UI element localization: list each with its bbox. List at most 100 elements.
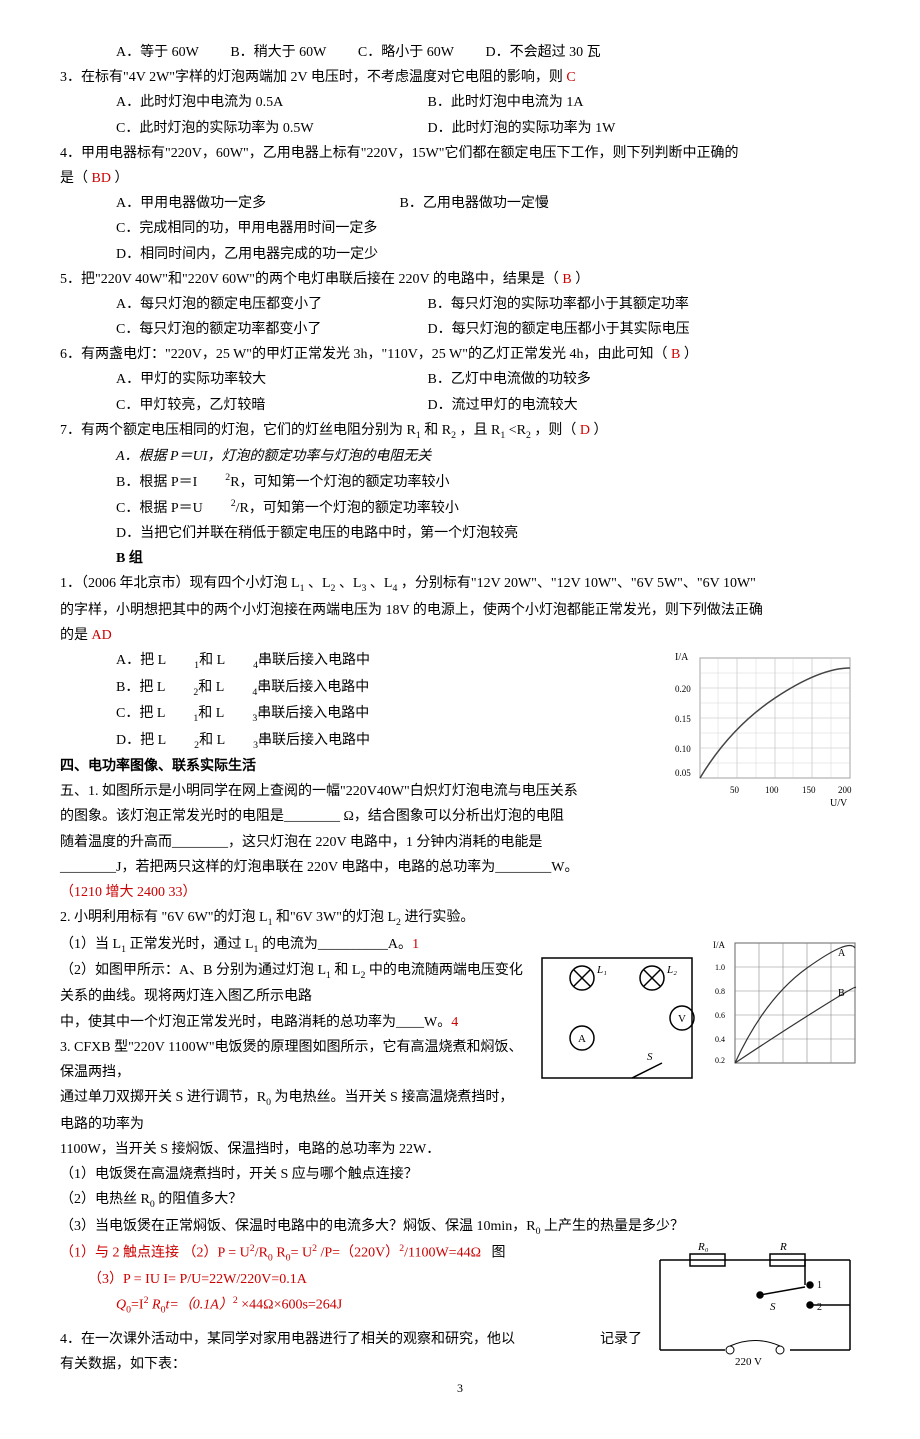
svg-text:L₂: L₂ bbox=[666, 964, 677, 976]
q53-l4: （1）电饭煲在高温烧煮挡时，开关 S 应与哪个触点连接？ bbox=[60, 1162, 860, 1187]
q6-c: C．甲灯较亮，乙灯较暗 bbox=[116, 393, 396, 418]
q7-c: C．根据 P＝U2/R，可知第一个灯泡的额定功率较小 bbox=[60, 495, 860, 521]
q53-l6: （3）当电饭煲在正常焖饭、保温时电路中的电流多大？焖饭、保温 10min，R0 … bbox=[60, 1214, 860, 1240]
svg-text:50: 50 bbox=[730, 785, 740, 795]
q5-c: C．每只灯泡的额定功率都变小了 bbox=[116, 317, 396, 342]
svg-text:1: 1 bbox=[817, 1280, 822, 1291]
opt-c: C．略小于 60W bbox=[358, 40, 454, 65]
svg-text:0.8: 0.8 bbox=[715, 987, 725, 996]
q5: 5．把"220V 40W"和"220V 60W"的两个电灯串联后接在 220V … bbox=[60, 267, 860, 292]
qb1-l2: 的字样，小明想把其中的两个小灯泡接在两端电压为 18V 的电源上，使两个小灯泡都… bbox=[60, 598, 860, 623]
q6-row1: A．甲灯的实际功率较大 B．乙灯中电流做的功较多 bbox=[60, 367, 860, 392]
svg-text:R₀: R₀ bbox=[697, 1241, 709, 1253]
q6: 6．有两盏电灯："220V，25 W"的甲灯正常发光 3h，"110V，25 W… bbox=[60, 342, 860, 367]
iv-chart: I/A 0.20 0.15 0.10 0.05 50 100 150 200 U… bbox=[670, 648, 860, 808]
svg-text:R: R bbox=[779, 1241, 787, 1253]
q5-row1: A．每只灯泡的额定电压都变小了 B．每只灯泡的实际功率都小于其额定功率 bbox=[60, 292, 860, 317]
q51-l4: ________J，若把两只这样的灯泡串联在 220V 电路中，电路的总功率为_… bbox=[60, 855, 860, 880]
q3-a: A．此时灯泡中电流为 0.5A bbox=[116, 90, 396, 115]
q4-stem-l1: 4．甲用电器标有"220V，60W"，乙用电器上标有"220V，15W"它们都在… bbox=[60, 141, 860, 166]
svg-text:0.4: 0.4 bbox=[715, 1035, 725, 1044]
q-prev-options: A．等于 60W B．稍大于 60W C．略小于 60W D．不会超过 30 瓦 bbox=[60, 40, 860, 65]
q6-b: B．乙灯中电流做的功较多 bbox=[428, 367, 591, 392]
svg-text:220 V: 220 V bbox=[735, 1356, 762, 1368]
q4-stem-l2: 是（ BD ） bbox=[60, 166, 860, 191]
svg-text:1.0: 1.0 bbox=[715, 963, 725, 972]
q3-options-row2: C．此时灯泡的实际功率为 0.5W D．此时灯泡的实际功率为 1W bbox=[60, 116, 860, 141]
svg-text:100: 100 bbox=[765, 785, 779, 795]
opt-a: A．等于 60W bbox=[116, 40, 199, 65]
svg-text:S: S bbox=[647, 1051, 653, 1063]
q6-ans: B bbox=[667, 347, 680, 362]
qb1-d: D．把 L2 和 L3 串联后接入电路中 bbox=[116, 728, 398, 754]
q3-d: D．此时灯泡的实际功率为 1W bbox=[428, 116, 616, 141]
q6-row2: C．甲灯较亮，乙灯较暗 D．流过甲灯的电流较大 bbox=[60, 393, 860, 418]
svg-text:L₁: L₁ bbox=[596, 964, 607, 976]
q3-ans: C bbox=[566, 70, 575, 85]
iv-chart-2: I/A 1.0 0.8 0.6 0.4 0.2 A B bbox=[710, 938, 860, 1078]
q7-a: A．根据 P＝UI，灯泡的额定功率与灯泡的电阻无关 bbox=[60, 444, 860, 469]
svg-text:0.10: 0.10 bbox=[675, 744, 691, 754]
q3-c: C．此时灯泡的实际功率为 0.5W bbox=[116, 116, 396, 141]
circuit-1: L₁ L₂ A V S bbox=[532, 948, 702, 1098]
opt-b: B．稍大于 60W bbox=[230, 40, 326, 65]
fig-label: 图 bbox=[491, 1246, 505, 1261]
q3-options-row1: A．此时灯泡中电流为 0.5A B．此时灯泡中电流为 1A bbox=[60, 90, 860, 115]
q4-b: B．乙用电器做功一定慢 bbox=[400, 191, 549, 216]
q51-ans: （1210 增大 2400 33） bbox=[60, 880, 860, 905]
q7: 7．有两个额定电压相同的灯泡，它们的灯丝电阻分别为 R1 和 R2 ，且 R1 … bbox=[60, 418, 860, 444]
svg-text:0.6: 0.6 bbox=[715, 1011, 725, 1020]
svg-text:I/A: I/A bbox=[713, 940, 725, 950]
qb1-ans: AD bbox=[88, 628, 112, 643]
q4-a: A．甲用电器做功一定多 bbox=[116, 191, 368, 216]
qb1-c: C．把 L1 和 L3 串联后接入电路中 bbox=[116, 701, 397, 727]
circuit-2-svg: R₀ R S 1 2 220 V bbox=[650, 1240, 860, 1370]
page-number: 3 bbox=[60, 1378, 860, 1400]
q5-a: A．每只灯泡的额定电压都变小了 bbox=[116, 292, 396, 317]
iv-chart-2-svg: I/A 1.0 0.8 0.6 0.4 0.2 A B bbox=[710, 938, 860, 1078]
qb1-l3: 的是 AD bbox=[60, 623, 860, 648]
svg-text:0.2: 0.2 bbox=[715, 1056, 725, 1065]
svg-text:2: 2 bbox=[817, 1302, 822, 1313]
circuit-1-svg: L₁ L₂ A V S bbox=[532, 948, 702, 1098]
svg-text:0.05: 0.05 bbox=[675, 768, 691, 778]
q3: 3．在标有"4V 2W"字样的灯泡两端加 2V 电压时，不考虑温度对它电阻的影响… bbox=[60, 65, 860, 90]
q5-d: D．每只灯泡的额定电压都小于其实际电压 bbox=[428, 317, 690, 342]
q53-l5: （2）电热丝 R0 的阻值多大？ bbox=[60, 1187, 860, 1213]
q4-d: D．相同时间内，乙用电器完成的功一定少 bbox=[60, 242, 860, 267]
q52-ans2: 4 bbox=[451, 1015, 458, 1030]
q52-ans1: 1 bbox=[412, 937, 419, 952]
q53-l2: 通过单刀双掷开关 S 进行调节，R0 为电热丝。当开关 S 接高温烧煮挡时，电路… bbox=[60, 1085, 860, 1137]
svg-text:0.20: 0.20 bbox=[675, 684, 691, 694]
q4-row1: A．甲用电器做功一定多 B．乙用电器做功一定慢 bbox=[60, 191, 860, 216]
q7-b: B．根据 P＝I2R，可知第一个灯泡的额定功率较小 bbox=[60, 469, 860, 495]
q52-l1: 2. 小明利用标有 "6V 6W"的灯泡 L1 和"6V 3W"的灯泡 L2 进… bbox=[60, 905, 860, 931]
svg-text:S: S bbox=[770, 1301, 776, 1313]
opt-d: D．不会超过 30 瓦 bbox=[485, 40, 600, 65]
qb1-a: A．把 L1 和 L4 串联后接入电路中 bbox=[116, 648, 398, 674]
q5-row2: C．每只灯泡的额定功率都变小了 D．每只灯泡的额定电压都小于其实际电压 bbox=[60, 317, 860, 342]
svg-text:I/A: I/A bbox=[675, 652, 689, 663]
q6-d: D．流过甲灯的电流较大 bbox=[428, 393, 578, 418]
svg-text:200: 200 bbox=[838, 785, 852, 795]
svg-text:150: 150 bbox=[802, 785, 816, 795]
q7-d: D．当把它们并联在稍低于额定电压的电路中时，第一个灯泡较亮 bbox=[60, 521, 860, 546]
q6-a: A．甲灯的实际功率较大 bbox=[116, 367, 396, 392]
svg-text:A: A bbox=[578, 1033, 586, 1045]
group-b-heading: B 组 bbox=[60, 546, 860, 571]
q3-b: B．此时灯泡中电流为 1A bbox=[428, 90, 584, 115]
qb1-b: B．把 L2 和 L4 串联后接入电路中 bbox=[116, 675, 397, 701]
q7-ans: D bbox=[576, 423, 590, 438]
circuit-2: R₀ R S 1 2 220 V bbox=[650, 1240, 860, 1370]
svg-text:B: B bbox=[838, 988, 845, 999]
q3-stem: 3．在标有"4V 2W"字样的灯泡两端加 2V 电压时，不考虑温度对它电阻的影响… bbox=[60, 70, 566, 85]
q4-ans: BD bbox=[88, 171, 111, 186]
iv-chart-svg: I/A 0.20 0.15 0.10 0.05 50 100 150 200 U… bbox=[670, 648, 860, 808]
svg-text:V: V bbox=[678, 1013, 686, 1025]
q5-ans: B bbox=[559, 272, 572, 287]
q51-l3: 随着温度的升高而________，这只灯泡在 220V 电路中，1 分钟内消耗的… bbox=[60, 830, 860, 855]
svg-text:0.15: 0.15 bbox=[675, 714, 691, 724]
q5-b: B．每只灯泡的实际功率都小于其额定功率 bbox=[428, 292, 689, 317]
q4-c: C．完成相同的功，甲用电器用时间一定多 bbox=[60, 216, 860, 241]
q53-l3: 1100W，当开关 S 接焖饭、保温挡时，电路的总功率为 22W． bbox=[60, 1137, 860, 1162]
